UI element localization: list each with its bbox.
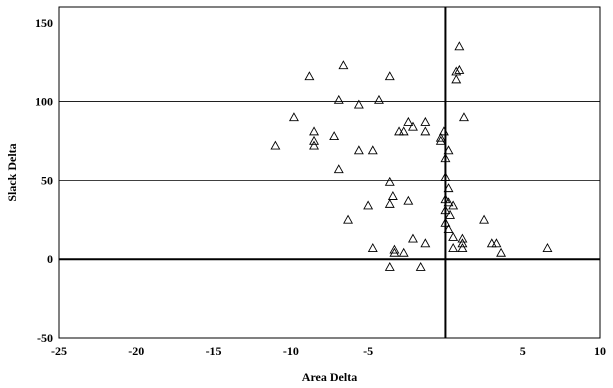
data-point — [420, 238, 431, 248]
plot-frame — [58, 6, 601, 339]
y-tick-label: 100 — [35, 95, 53, 109]
y-tick-label: 50 — [41, 173, 53, 187]
data-point — [384, 261, 395, 271]
data-point — [384, 198, 395, 208]
data-point — [454, 64, 465, 74]
data-points — [270, 41, 553, 271]
gridlines — [59, 101, 600, 181]
data-point — [288, 112, 299, 122]
data-point — [367, 145, 378, 155]
x-tick-label: 5 — [520, 344, 526, 358]
x-axis-title: Area Delta — [302, 370, 357, 384]
data-point — [309, 126, 320, 136]
data-point — [384, 176, 395, 186]
data-point — [448, 200, 459, 210]
data-point — [333, 94, 344, 104]
data-point — [415, 261, 426, 271]
y-tick-label: -50 — [37, 331, 53, 345]
data-point — [443, 183, 454, 193]
data-point — [420, 126, 431, 136]
data-point — [440, 172, 451, 182]
data-point — [353, 145, 364, 155]
x-axis: -25 -20 -15 -10 -5 5 10 — [51, 344, 606, 358]
y-tick-label: 0 — [47, 252, 53, 266]
data-point — [445, 209, 456, 219]
y-tick-label: 150 — [35, 16, 53, 30]
data-point — [384, 71, 395, 81]
data-point — [389, 247, 400, 257]
data-point — [491, 238, 502, 248]
data-point — [270, 140, 281, 150]
data-point — [309, 140, 320, 150]
data-point — [443, 197, 454, 207]
data-point — [448, 231, 459, 241]
data-point — [451, 74, 462, 84]
y-axis: -50 0 50 100 150 — [35, 16, 53, 345]
data-point — [479, 214, 490, 224]
x-tick-label: -20 — [128, 344, 144, 358]
data-point — [387, 191, 398, 200]
data-point — [329, 131, 340, 141]
data-point — [542, 243, 553, 252]
data-point — [373, 94, 384, 104]
data-point — [459, 112, 469, 122]
data-point — [389, 244, 400, 254]
data-point — [403, 116, 414, 126]
data-point — [440, 153, 451, 163]
data-point — [363, 200, 374, 210]
data-point — [343, 214, 354, 224]
data-point — [457, 238, 468, 248]
data-point — [496, 247, 507, 257]
data-point — [367, 243, 378, 252]
data-point — [435, 132, 446, 142]
y-axis-title: Slack Delta — [5, 143, 19, 201]
data-point — [304, 71, 315, 81]
data-point — [420, 116, 431, 126]
data-point — [408, 121, 418, 131]
x-tick-label: 10 — [594, 344, 606, 358]
data-point — [353, 99, 364, 109]
data-point — [440, 205, 451, 215]
data-point — [398, 247, 409, 257]
data-point — [309, 135, 320, 145]
x-tick-label: -10 — [283, 344, 299, 358]
data-point — [333, 164, 344, 174]
reference-lines — [59, 7, 600, 338]
data-point — [435, 135, 446, 145]
data-point — [398, 126, 409, 136]
data-point — [443, 224, 454, 234]
data-point — [448, 243, 459, 252]
data-point — [403, 195, 414, 205]
data-point — [457, 243, 468, 252]
data-point — [408, 233, 418, 243]
data-point — [443, 145, 454, 155]
x-tick-label: -15 — [206, 344, 222, 358]
data-point — [440, 194, 451, 204]
data-point — [440, 217, 451, 227]
data-point — [338, 60, 349, 70]
data-point — [438, 126, 449, 136]
x-tick-label: -5 — [363, 344, 373, 358]
data-point — [454, 41, 465, 51]
data-point — [457, 233, 468, 243]
x-tick-label: -25 — [51, 344, 67, 358]
